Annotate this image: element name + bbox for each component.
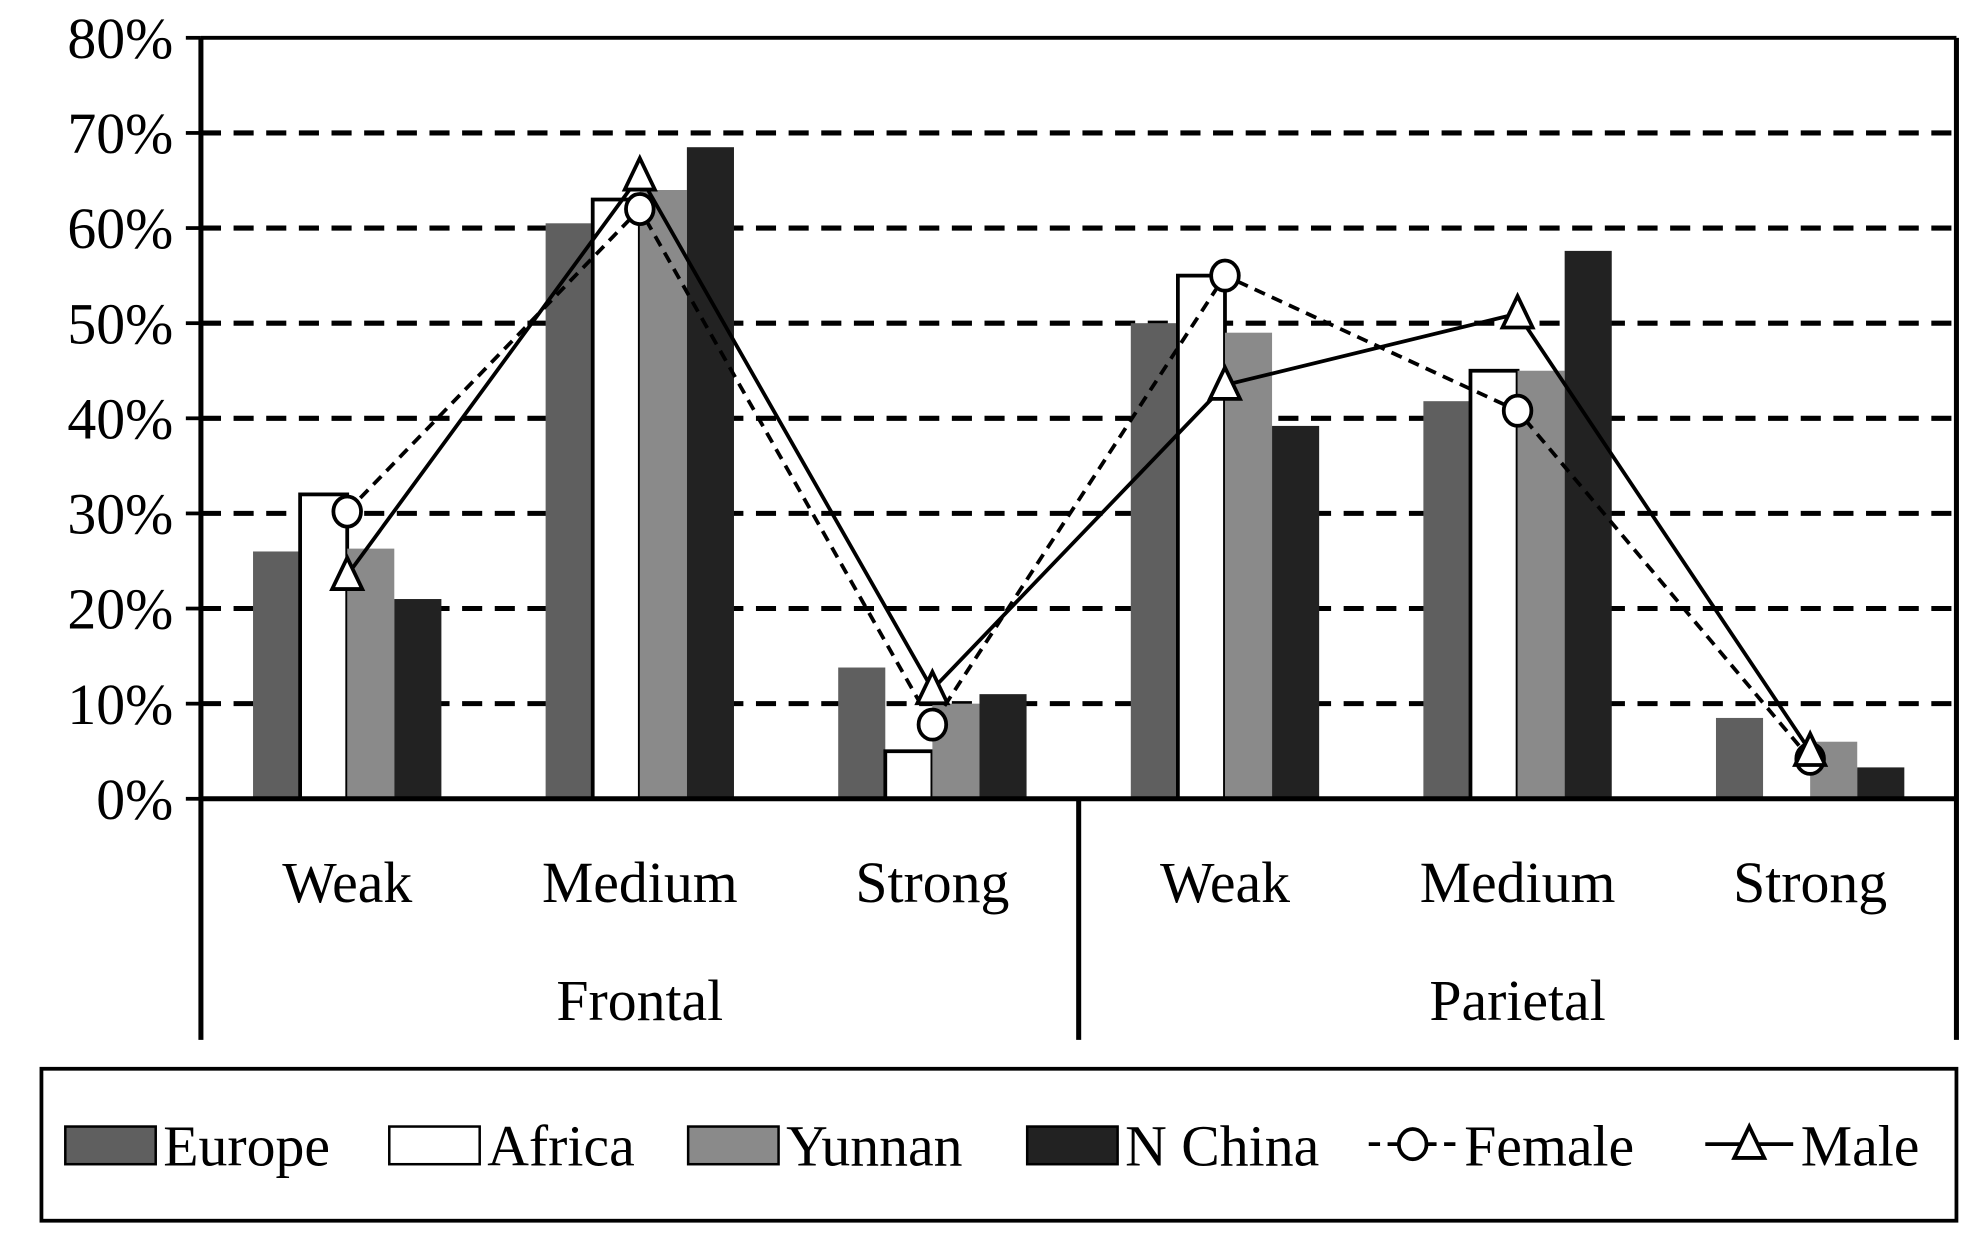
y-tick-label: 80% <box>67 8 173 71</box>
x-category-label: Weak <box>282 852 412 915</box>
x-group-label: Parietal <box>1429 970 1605 1033</box>
marker-male-triangle <box>1792 729 1829 767</box>
marker-male-triangle <box>329 553 366 591</box>
x-category-label: Medium <box>542 852 738 915</box>
marker-female-circle <box>1501 393 1534 428</box>
y-tick-label: 60% <box>67 198 173 261</box>
legend-label: N China <box>1125 1115 1319 1178</box>
bar-n-china <box>1857 767 1905 799</box>
bar-africa <box>883 749 935 801</box>
y-tick-label: 20% <box>67 579 173 642</box>
x-category-label: Medium <box>1420 852 1616 915</box>
legend-swatch-n-china <box>1025 1125 1119 1166</box>
bars <box>253 147 1905 801</box>
legend-label: Male <box>1801 1115 1920 1178</box>
marker-male-triangle <box>1499 291 1536 330</box>
bar-n-china <box>1564 250 1612 799</box>
axes <box>185 35 1959 1040</box>
bar-europe <box>1715 717 1764 799</box>
legend-swatch-africa <box>388 1125 481 1166</box>
marker-female-circle <box>624 192 656 226</box>
y-tick-label: 30% <box>67 484 173 547</box>
bar-n-china <box>394 599 442 799</box>
legend-label: Europe <box>163 1115 330 1178</box>
y-tick-label: 0% <box>96 769 173 832</box>
bar-n-china <box>979 694 1027 799</box>
marker-female-circle <box>331 494 363 529</box>
bar-yunnan <box>639 190 687 799</box>
marker-female-circle <box>1209 258 1241 293</box>
bar-africa <box>298 492 350 801</box>
bar-europe <box>1130 323 1178 799</box>
x-category-label: Strong <box>855 852 1009 915</box>
legend-triangle-icon <box>1731 1122 1768 1160</box>
bar-africa <box>1468 368 1520 801</box>
labels: 0% 10% 20% 30% 40% 50% 60% 70% 80% Weak Medium Stro… <box>67 8 1887 1033</box>
marker-female-circle <box>916 707 949 742</box>
bar-europe <box>1423 401 1471 799</box>
bar-europe <box>838 667 886 799</box>
y-tick-label: 50% <box>67 293 173 356</box>
legend-circle-icon <box>1397 1127 1429 1162</box>
marker-male-triangle <box>1206 363 1244 401</box>
line-female <box>345 205 1812 761</box>
legend-label: Yunnan <box>786 1115 962 1178</box>
bar-europe <box>253 551 301 799</box>
y-tick-label: 70% <box>67 103 173 166</box>
bar-africa <box>590 197 642 801</box>
bar-n-china <box>1272 425 1320 799</box>
bar-europe <box>545 223 593 799</box>
bar-yunnan <box>1517 370 1565 799</box>
y-tick-label: 10% <box>67 674 173 737</box>
x-category-label: Strong <box>1733 852 1887 915</box>
marker-male-triangle <box>914 667 951 706</box>
bar-yunnan <box>1224 332 1273 799</box>
x-category-label: Weak <box>1160 852 1290 915</box>
marker-male-triangle <box>621 153 658 192</box>
legend: Europe Africa Yunnan N China Female Male <box>39 1066 1959 1223</box>
y-tick-label: 40% <box>67 388 173 451</box>
legend-swatch-europe <box>64 1125 157 1166</box>
bar-africa <box>1176 273 1227 801</box>
legend-swatch-yunnan <box>686 1125 780 1166</box>
line-male <box>345 172 1812 753</box>
legend-box <box>39 1066 1959 1223</box>
legend-label: Female <box>1464 1115 1634 1178</box>
bar-n-china <box>686 147 734 799</box>
legend-label: Africa <box>487 1115 634 1178</box>
x-group-label: Frontal <box>556 970 723 1033</box>
lines <box>329 153 1829 776</box>
